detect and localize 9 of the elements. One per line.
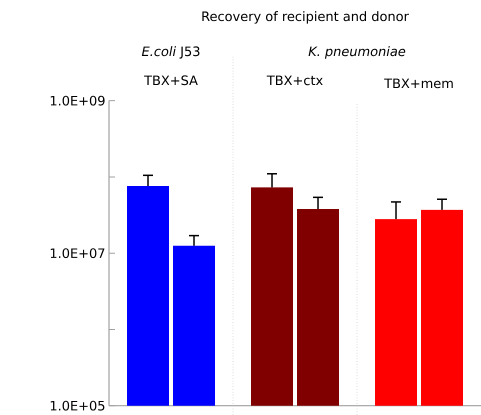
y-tick-label: 1.0E+09: [50, 96, 105, 106]
chart-title: Recovery of recipient and donor: [202, 11, 409, 24]
y-tick-label: 1.0E+07: [50, 248, 104, 258]
x-tick-label: TBX+ctx: [266, 76, 323, 86]
y-tick-label: 1.0E+05: [50, 400, 104, 411]
x-tick-label: TBX+SA: [144, 75, 198, 86]
text: E.coli J53: [142, 46, 200, 59]
text: K. pneumoniae: [308, 46, 406, 59]
x-tick-label: TBX+mem: [384, 78, 453, 88]
